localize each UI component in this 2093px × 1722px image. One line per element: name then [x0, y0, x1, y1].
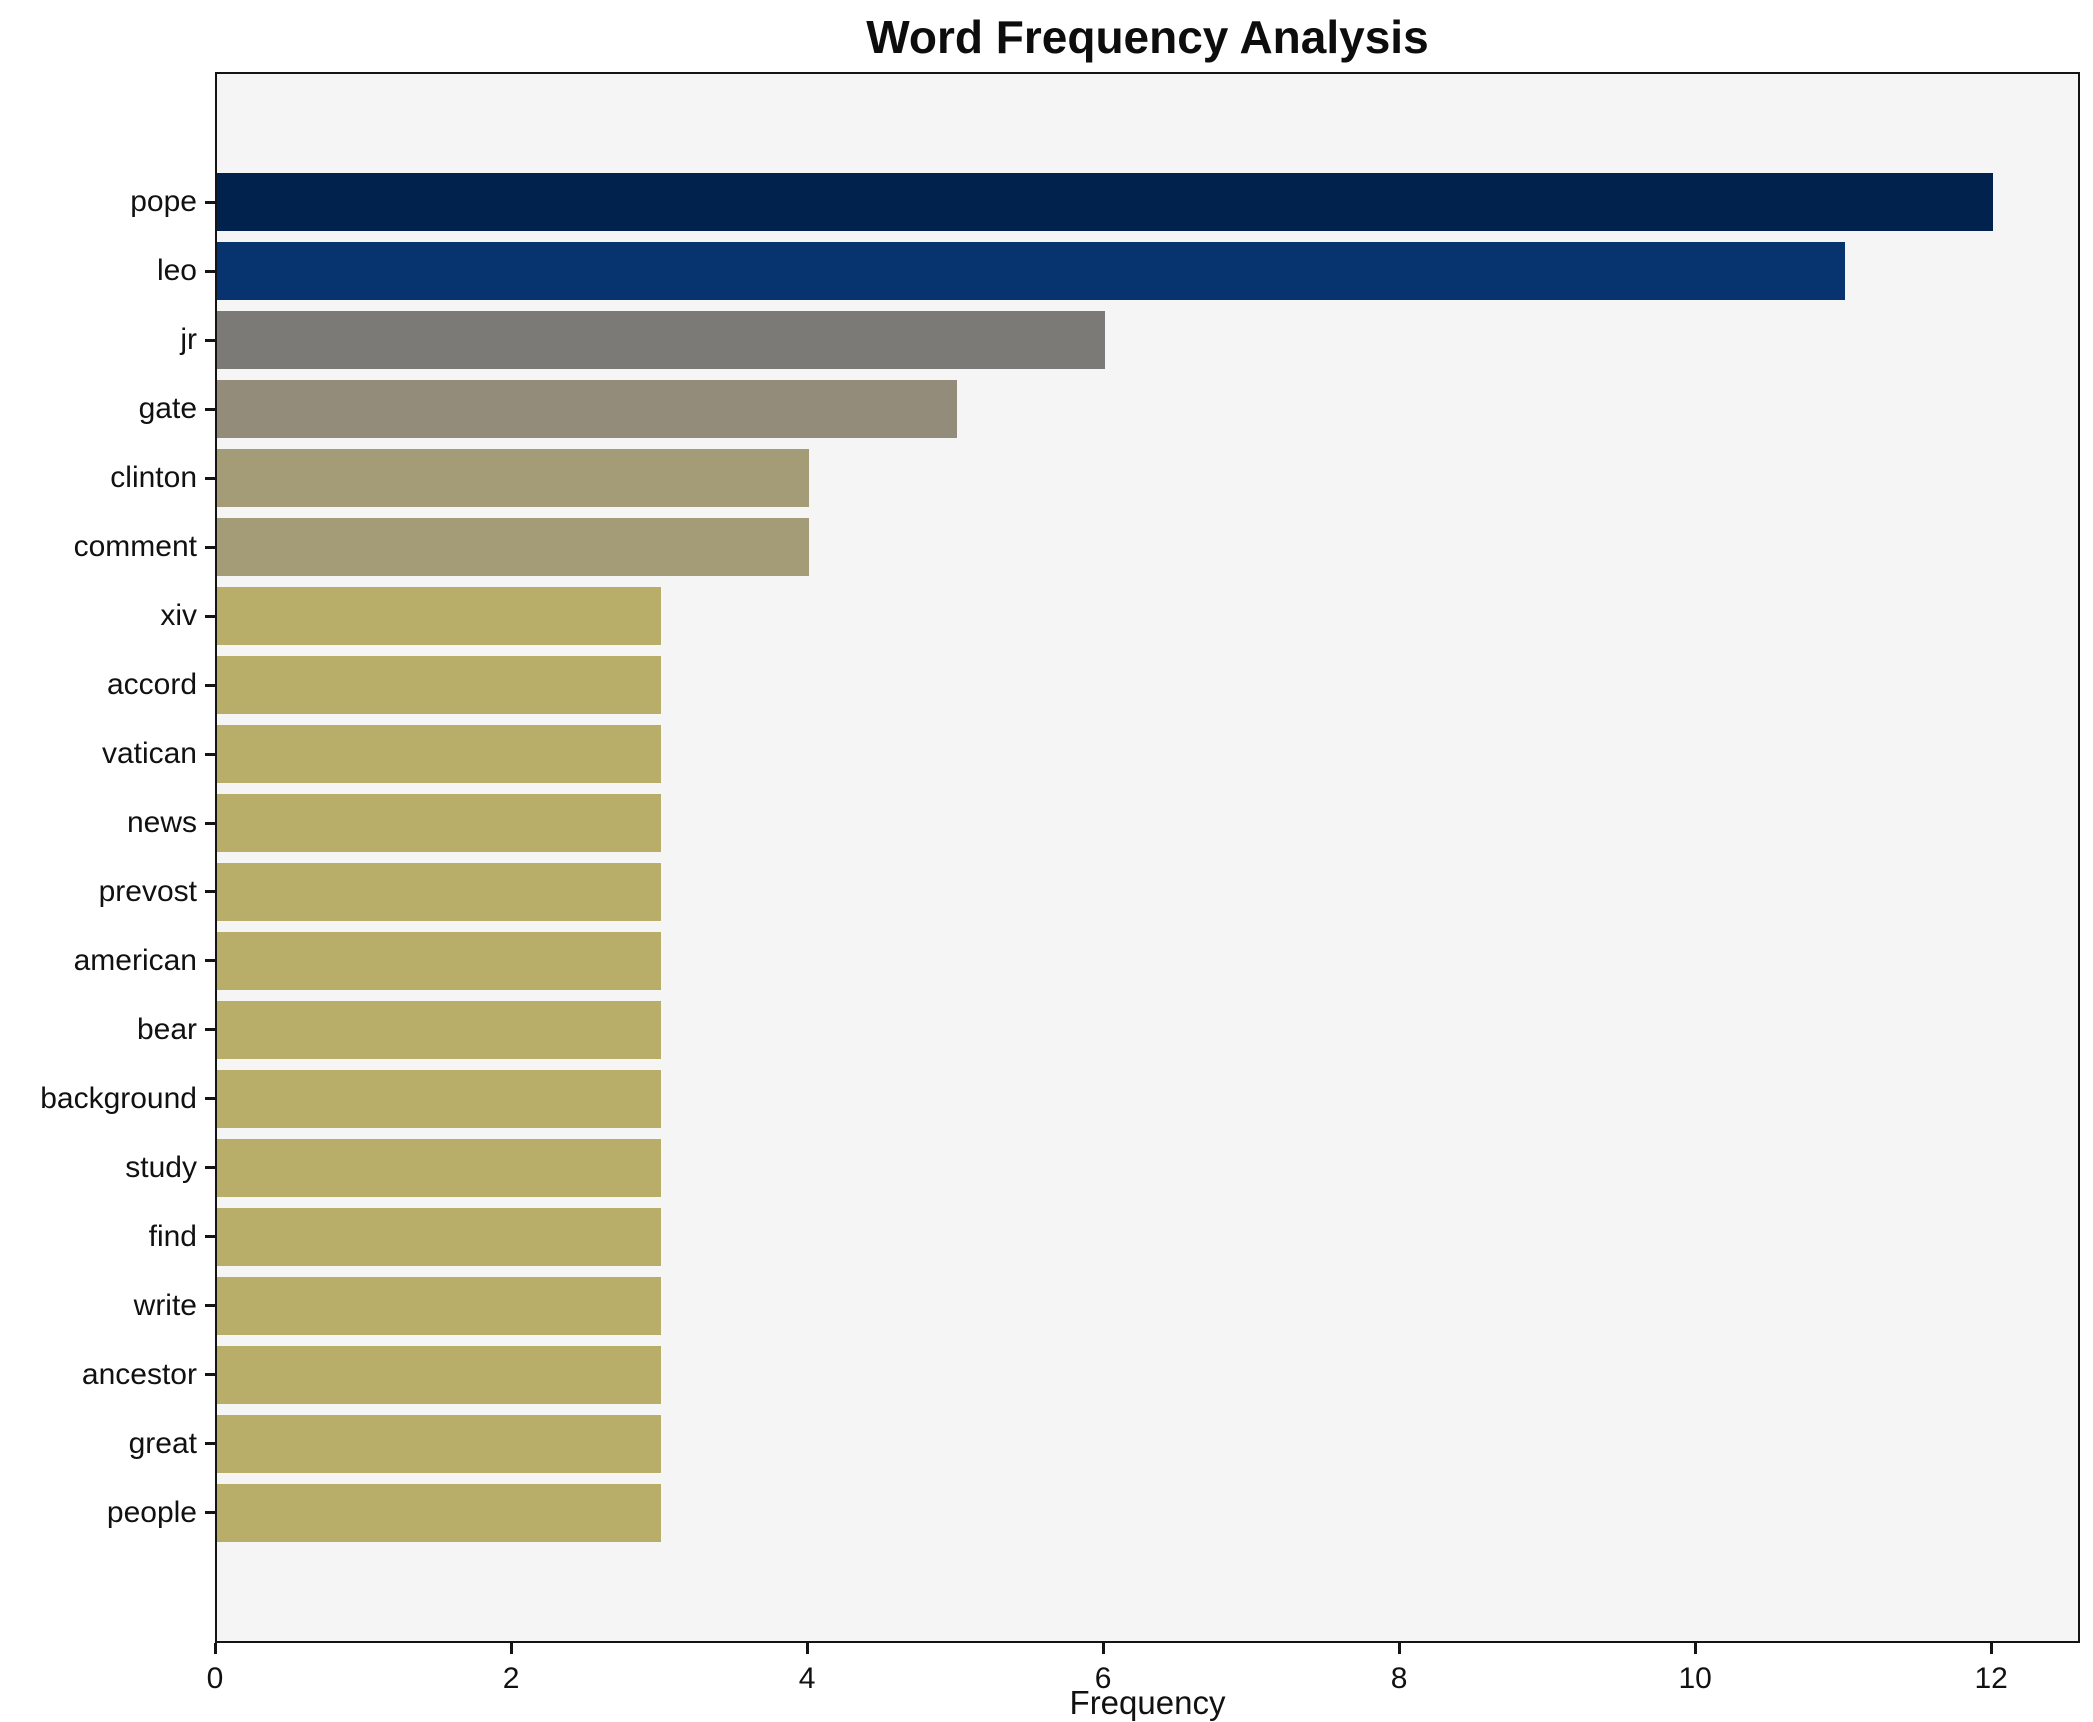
- bar-vatican: [217, 725, 662, 784]
- x-axis-title: Frequency: [1069, 1684, 1226, 1721]
- y-tick-label-gate: gate: [138, 392, 197, 426]
- y-tick-mark: [205, 1373, 215, 1377]
- bar-leo: [217, 242, 1846, 301]
- x-tick-mark: [805, 1643, 809, 1654]
- bar-people: [217, 1483, 662, 1542]
- y-tick-mark: [205, 614, 215, 618]
- y-tick-label-people: people: [106, 1495, 197, 1529]
- bar-xiv: [217, 587, 662, 646]
- plot-area: [215, 72, 2080, 1643]
- y-tick-mark: [205, 269, 215, 273]
- y-tick-label-vatican: vatican: [101, 737, 197, 771]
- bar-write: [217, 1276, 662, 1335]
- x-tick-mark: [1989, 1643, 1993, 1654]
- bar-jr: [217, 311, 1106, 370]
- y-tick-mark: [205, 1304, 215, 1308]
- bar-find: [217, 1207, 662, 1266]
- y-tick-label-study: study: [125, 1150, 197, 1184]
- y-tick-label-pope: pope: [130, 185, 197, 219]
- y-tick-label-bear: bear: [136, 1012, 197, 1046]
- y-tick-label-leo: leo: [156, 254, 197, 288]
- y-tick-mark: [205, 1511, 215, 1515]
- x-tick-label-10: 10: [1678, 1662, 1712, 1695]
- y-tick-mark: [205, 1442, 215, 1446]
- x-tick-label-4: 4: [798, 1662, 816, 1695]
- y-tick-mark: [205, 407, 215, 411]
- y-tick-label-american: american: [73, 943, 197, 977]
- bar-clinton: [217, 449, 810, 508]
- bar-background: [217, 1069, 662, 1128]
- y-tick-label-prevost: prevost: [98, 874, 197, 908]
- y-tick-label-background: background: [40, 1081, 197, 1115]
- x-tick-mark: [509, 1643, 513, 1654]
- y-tick-label-ancestor: ancestor: [81, 1357, 197, 1391]
- x-tick-label-8: 8: [1390, 1662, 1408, 1695]
- y-tick-mark: [205, 821, 215, 825]
- y-tick-mark: [205, 476, 215, 480]
- x-tick-label-2: 2: [502, 1662, 520, 1695]
- y-tick-label-news: news: [126, 806, 197, 840]
- x-tick-mark: [1693, 1643, 1697, 1654]
- x-tick-label-0: 0: [206, 1662, 224, 1695]
- bar-news: [217, 794, 662, 853]
- y-tick-mark: [205, 959, 215, 963]
- y-tick-mark: [205, 338, 215, 342]
- y-tick-label-clinton: clinton: [110, 461, 197, 495]
- y-tick-mark: [205, 890, 215, 894]
- chart-title: Word Frequency Analysis: [866, 11, 1429, 63]
- x-tick-label-6: 6: [1094, 1662, 1112, 1695]
- bar-accord: [217, 656, 662, 715]
- y-tick-label-great: great: [128, 1426, 197, 1460]
- y-tick-mark: [205, 1166, 215, 1170]
- x-tick-mark: [213, 1643, 217, 1654]
- y-tick-label-accord: accord: [106, 668, 197, 702]
- bar-prevost: [217, 862, 662, 921]
- bar-american: [217, 931, 662, 990]
- bar-study: [217, 1138, 662, 1197]
- y-tick-mark: [205, 683, 215, 687]
- y-tick-label-find: find: [148, 1219, 197, 1253]
- y-tick-label-comment: comment: [73, 530, 197, 564]
- y-tick-mark: [205, 200, 215, 204]
- y-tick-mark: [205, 752, 215, 756]
- y-tick-label-jr: jr: [180, 323, 197, 357]
- y-tick-label-xiv: xiv: [160, 599, 197, 633]
- bar-gate: [217, 380, 958, 439]
- y-tick-mark: [205, 1097, 215, 1101]
- bar-bear: [217, 1000, 662, 1059]
- bar-pope: [217, 173, 1994, 232]
- y-tick-mark: [205, 1028, 215, 1032]
- bar-great: [217, 1414, 662, 1473]
- bar-ancestor: [217, 1345, 662, 1404]
- x-tick-label-12: 12: [1974, 1662, 2008, 1695]
- y-tick-mark: [205, 1235, 215, 1239]
- x-tick-mark: [1397, 1643, 1401, 1654]
- y-tick-label-write: write: [133, 1288, 197, 1322]
- bar-comment: [217, 518, 810, 577]
- x-tick-mark: [1101, 1643, 1105, 1654]
- y-tick-mark: [205, 545, 215, 549]
